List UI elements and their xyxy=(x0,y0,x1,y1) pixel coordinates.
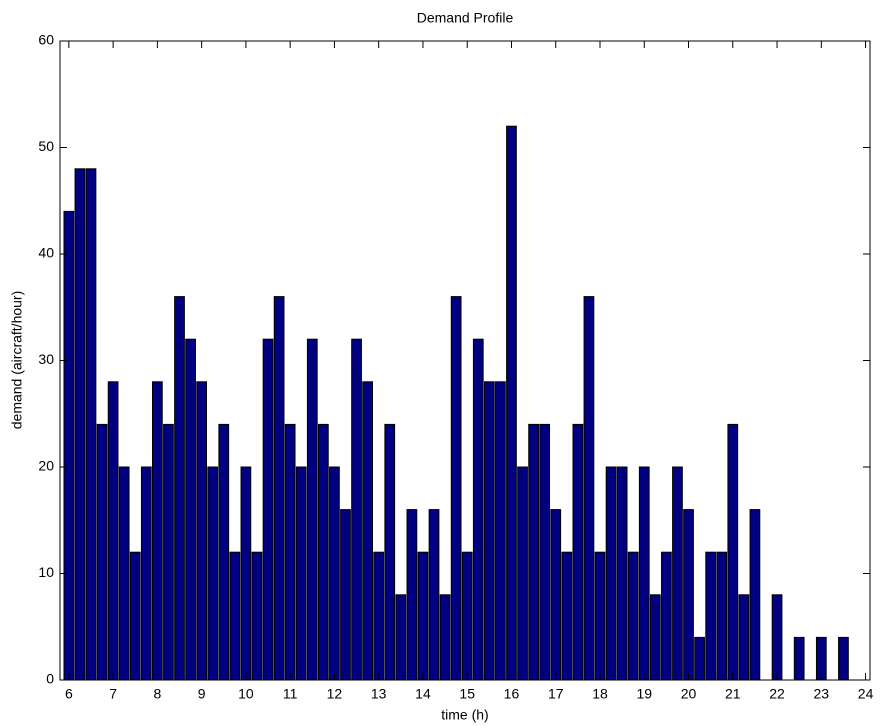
bar xyxy=(229,551,241,681)
bar xyxy=(672,466,683,681)
x-tick-label: 16 xyxy=(504,686,520,702)
y-tick-label: 0 xyxy=(46,671,54,687)
x-tick-label: 10 xyxy=(238,686,254,702)
bar xyxy=(838,636,849,681)
bar xyxy=(705,551,717,681)
y-axis-label: demand (aircraft/hour) xyxy=(9,291,25,430)
bar xyxy=(506,125,517,681)
x-tick-label: 11 xyxy=(283,686,298,702)
bar xyxy=(771,594,783,681)
bar xyxy=(727,423,739,681)
y-tick-label: 40 xyxy=(38,245,54,261)
chart-title: Demand Profile xyxy=(417,10,514,26)
bar xyxy=(362,381,373,681)
x-tick-label: 22 xyxy=(769,686,785,702)
bar xyxy=(738,594,750,681)
bar xyxy=(583,296,595,681)
bar xyxy=(373,551,385,681)
y-tick-label: 50 xyxy=(38,138,54,154)
bar xyxy=(605,466,617,681)
x-tick-label: 18 xyxy=(592,686,608,702)
bar xyxy=(439,594,451,681)
bar xyxy=(384,423,396,681)
bar xyxy=(240,466,252,681)
x-tick-label: 9 xyxy=(198,686,206,702)
bar xyxy=(251,551,263,681)
bar xyxy=(129,551,141,681)
x-axis-label: time (h) xyxy=(441,707,488,723)
bar xyxy=(450,296,462,681)
bar xyxy=(306,338,318,681)
bar xyxy=(572,423,584,681)
y-tick-label: 20 xyxy=(38,458,54,474)
x-tick-label: 24 xyxy=(858,686,874,702)
bar xyxy=(483,381,495,681)
bar xyxy=(340,509,351,681)
bar xyxy=(649,594,661,681)
bar xyxy=(472,338,484,681)
bar xyxy=(627,551,639,681)
bar xyxy=(638,466,650,681)
x-tick-label: 7 xyxy=(109,686,117,702)
bar xyxy=(694,636,705,681)
bar xyxy=(716,551,728,681)
x-tick-label: 8 xyxy=(153,686,161,702)
bar xyxy=(594,551,606,681)
bar xyxy=(616,466,628,681)
bar xyxy=(428,509,440,681)
bar xyxy=(539,423,551,681)
bar xyxy=(218,423,230,681)
bar xyxy=(793,636,805,681)
bar xyxy=(528,423,539,681)
y-tick-label: 10 xyxy=(38,564,54,580)
x-tick-label: 19 xyxy=(636,686,652,702)
bar xyxy=(295,466,307,681)
bar xyxy=(351,338,362,681)
x-tick-label: 13 xyxy=(371,686,387,702)
bar xyxy=(417,551,429,681)
x-tick-label: 15 xyxy=(459,686,475,702)
bar xyxy=(63,210,75,681)
bar xyxy=(406,509,418,681)
bar xyxy=(152,381,163,681)
bar xyxy=(284,423,296,681)
bar xyxy=(561,551,573,681)
bar xyxy=(107,381,119,681)
bar xyxy=(550,509,562,681)
x-tick-label: 12 xyxy=(327,686,343,702)
bar xyxy=(196,381,208,681)
bar xyxy=(749,509,761,681)
x-tick-label: 20 xyxy=(681,686,697,702)
x-tick-label: 6 xyxy=(65,686,73,702)
bar xyxy=(517,466,528,681)
bar xyxy=(185,338,196,681)
y-tick-label: 30 xyxy=(38,351,54,367)
x-tick-label: 17 xyxy=(548,686,564,702)
x-tick-label: 23 xyxy=(814,686,830,702)
bar xyxy=(395,594,407,681)
bar xyxy=(262,338,274,681)
bar xyxy=(118,466,130,681)
bar xyxy=(317,423,329,681)
bar xyxy=(74,168,86,681)
x-tick-label: 14 xyxy=(415,686,431,702)
bar xyxy=(461,551,473,681)
bar xyxy=(495,381,506,681)
bar xyxy=(661,551,672,681)
bar xyxy=(163,423,174,681)
bar xyxy=(140,466,152,681)
x-tick-label: 21 xyxy=(725,686,741,702)
bar xyxy=(96,423,108,681)
bar xyxy=(174,296,185,681)
y-tick-label: 60 xyxy=(38,32,54,48)
bar xyxy=(85,168,97,681)
bar xyxy=(207,466,219,681)
bar xyxy=(329,466,340,681)
bar xyxy=(683,509,694,681)
bar xyxy=(273,296,285,681)
